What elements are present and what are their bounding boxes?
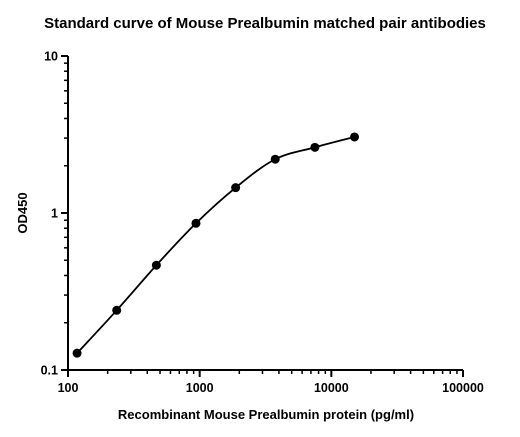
- x-tick-label: 100000: [442, 381, 484, 395]
- fit-curve-layer: [76, 136, 355, 354]
- x-tick-label: 10000: [314, 381, 349, 395]
- y-tick-label: 1: [51, 207, 58, 221]
- data-point: [72, 348, 82, 358]
- data-point: [112, 305, 122, 315]
- data-point: [270, 154, 280, 164]
- x-axis-label: Recombinant Mouse Prealbumin protein (pg…: [118, 407, 414, 422]
- data-points: [72, 132, 360, 358]
- chart-title: Standard curve of Mouse Prealbumin match…: [44, 15, 486, 32]
- data-point: [231, 183, 241, 193]
- y-axis-label: OD450: [15, 192, 30, 233]
- ticks: 100 1000 10000 100000 0.1 1 10: [41, 50, 484, 396]
- x-tick-label: 100: [58, 381, 79, 395]
- y-tick-label: 0.1: [41, 364, 58, 378]
- fit-curve: [76, 136, 355, 354]
- y-tick-label: 10: [44, 50, 58, 64]
- data-point: [151, 260, 161, 270]
- x-tick-label: 1000: [186, 381, 214, 395]
- data-point: [310, 142, 320, 152]
- data-point: [191, 218, 201, 228]
- axes: [67, 56, 463, 371]
- data-point: [350, 132, 360, 142]
